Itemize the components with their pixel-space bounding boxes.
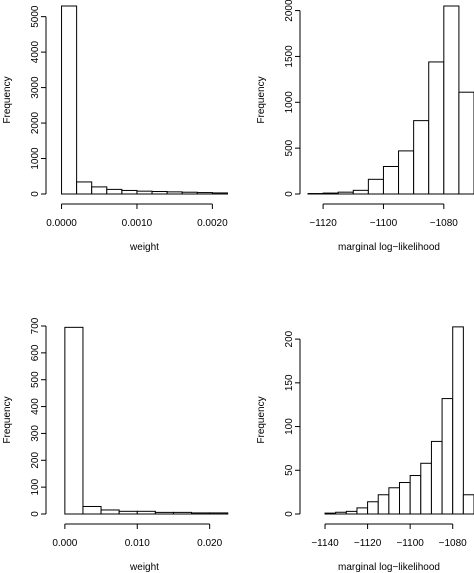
histogram-bar <box>430 440 443 515</box>
histogram-bar <box>121 189 138 195</box>
x-tick-label: 0.020 <box>197 538 222 549</box>
x-axis-label: marginal log−likelihood <box>338 242 440 253</box>
y-tick-label: 0 <box>284 511 295 517</box>
histogram-bar <box>196 192 213 195</box>
histogram-bar <box>106 188 123 195</box>
histogram-bar <box>367 178 384 195</box>
histogram-bar <box>337 191 354 195</box>
y-axis-label: Frequency <box>256 76 267 123</box>
histogram-bar <box>452 326 464 515</box>
histogram-bar <box>166 191 183 195</box>
x-tick-label: 0.0000 <box>46 218 77 229</box>
histogram-bar <box>151 191 168 195</box>
histogram-bar <box>352 189 369 195</box>
chart-panel-bottom-right: 0 50 100 150 200 −1140 −1120 −1100 −1080 marginal… <box>256 326 474 573</box>
y-tick-label: 5000 <box>30 5 41 28</box>
histogram-bar <box>82 505 102 515</box>
x-tick-label: 0.0020 <box>197 218 228 229</box>
histogram-bar <box>428 61 445 195</box>
y-axis-label: Frequency <box>256 396 267 443</box>
y-tick-label: 100 <box>284 418 295 435</box>
histogram-bar <box>388 487 401 515</box>
chart-panel-top-right: 0 500 1000 1500 2000 −1120 −1100 −1080 marginal … <box>256 0 474 253</box>
histogram-bar <box>458 91 474 195</box>
histogram-bar <box>191 512 211 515</box>
y-tick-label: 2000 <box>30 111 41 134</box>
y-tick-label: 1500 <box>284 45 295 68</box>
y-tick-label: 500 <box>30 371 41 388</box>
x-tick-label: 0.010 <box>125 538 150 549</box>
histogram-bar <box>382 165 400 195</box>
histogram-bar <box>356 507 369 515</box>
y-tick-label: 2000 <box>284 0 295 22</box>
y-tick-label: 400 <box>30 398 41 415</box>
y-tick-label: 50 <box>284 464 295 476</box>
histogram-bar <box>136 510 156 515</box>
x-tick-label: −1080 <box>430 218 459 229</box>
y-axis-label: Frequency <box>2 76 13 123</box>
y-tick-label: 100 <box>30 478 41 495</box>
histogram-bar <box>367 501 379 515</box>
histogram-bar <box>413 120 430 195</box>
histogram-bar <box>420 462 432 515</box>
histogram-bar <box>345 510 358 515</box>
histogram-bar <box>61 5 78 195</box>
histogram-bar <box>100 509 120 515</box>
x-tick-label: −1100 <box>370 218 398 229</box>
chart-panel-top-left: 0 1000 2000 3000 4000 5000 0.0000 0.0010 0.0020 w… <box>2 5 228 253</box>
y-tick-label: 300 <box>30 425 41 442</box>
histogram-bar <box>209 512 229 515</box>
histogram-bar <box>462 494 474 515</box>
x-tick-label: −1080 <box>439 538 468 549</box>
x-axis-label: weight <box>129 242 159 253</box>
histogram-bar <box>324 512 337 515</box>
histogram-bar <box>181 191 198 195</box>
y-axis-label: Frequency <box>2 396 13 443</box>
histogram-bar <box>76 181 93 195</box>
y-tick-label: 500 <box>284 139 295 156</box>
x-tick-label: −1140 <box>311 538 339 549</box>
histogram-bar <box>399 482 411 515</box>
histogram-bar <box>64 326 84 515</box>
y-tick-label: 200 <box>284 330 295 347</box>
histogram-bar <box>118 510 138 515</box>
y-tick-label: 4000 <box>30 41 41 64</box>
y-tick-label: 700 <box>30 317 41 334</box>
x-tick-label: 0.0010 <box>122 218 153 229</box>
x-tick-label: −1120 <box>354 538 382 549</box>
histogram-bar <box>172 511 193 515</box>
y-tick-label: 1000 <box>30 147 41 170</box>
y-tick-label: 0 <box>30 191 41 197</box>
y-tick-label: 0 <box>284 191 295 197</box>
x-tick-label: −1100 <box>396 538 424 549</box>
y-tick-label: 0 <box>30 511 41 517</box>
chart-panel-bottom-left: 0 100 200 300 400 500 600 700 0.000 0.010 0.020 wei… <box>2 317 229 573</box>
histogram-bar <box>136 190 153 195</box>
x-axis-label: marginal log−likelihood <box>338 562 440 573</box>
y-tick-label: 150 <box>284 374 295 391</box>
histogram-bar <box>322 192 339 195</box>
x-tick-label: 0.000 <box>52 538 77 549</box>
histogram-bar <box>443 5 460 195</box>
histogram-bar <box>441 398 454 515</box>
histogram-bar <box>409 475 422 515</box>
y-tick-label: 200 <box>30 452 41 469</box>
histogram-bar <box>377 494 390 515</box>
histogram-bar <box>398 150 415 195</box>
histogram-bar <box>211 192 228 195</box>
x-axis-label: weight <box>129 562 159 573</box>
y-tick-label: 600 <box>30 344 41 361</box>
y-tick-label: 3000 <box>30 76 41 99</box>
histogram-bar <box>154 511 174 515</box>
x-tick-label: −1120 <box>309 218 337 229</box>
histogram-bar <box>335 511 347 515</box>
y-tick-label: 1000 <box>284 91 295 114</box>
histogram-bar <box>91 186 108 195</box>
